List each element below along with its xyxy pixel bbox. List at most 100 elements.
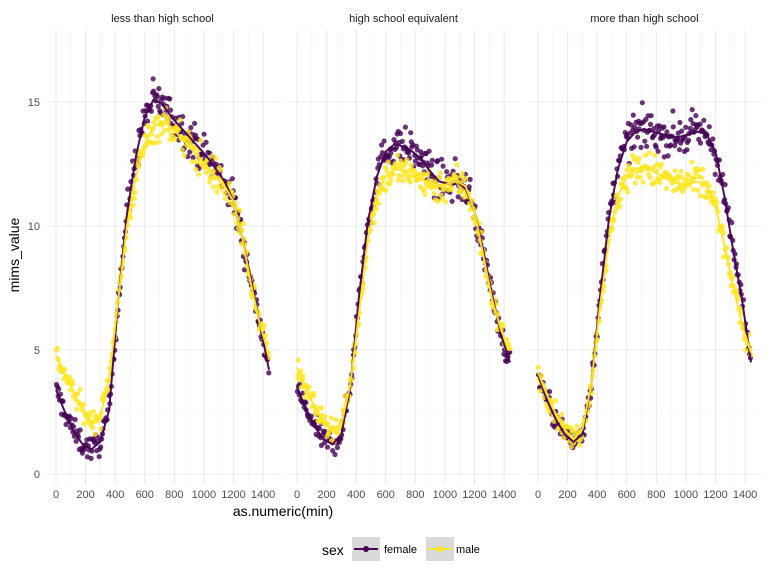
data-point — [192, 120, 198, 126]
data-point — [171, 136, 178, 142]
data-point — [652, 152, 658, 158]
data-point — [440, 163, 446, 169]
data-point — [162, 127, 168, 133]
data-point — [386, 181, 392, 187]
data-point — [617, 203, 623, 209]
data-point — [74, 406, 80, 412]
series-points-female — [535, 100, 754, 451]
data-point — [222, 195, 228, 202]
data-point — [70, 381, 76, 387]
data-point — [98, 426, 104, 432]
data-point — [637, 174, 643, 180]
data-point — [408, 130, 414, 136]
x-tick-label: 800 — [647, 489, 665, 501]
data-point — [226, 180, 232, 186]
data-point — [435, 158, 441, 164]
data-point — [90, 408, 96, 414]
data-point — [421, 187, 427, 193]
data-point — [577, 442, 583, 448]
data-point — [658, 161, 665, 167]
data-point — [689, 107, 695, 113]
data-point — [73, 438, 79, 444]
data-point — [192, 145, 198, 151]
data-point — [322, 413, 328, 420]
data-point — [700, 166, 706, 172]
data-point — [644, 143, 650, 149]
data-point — [449, 198, 455, 204]
data-point — [159, 131, 165, 137]
data-point — [698, 175, 705, 181]
data-point — [686, 172, 692, 178]
data-point — [635, 134, 641, 140]
data-point — [402, 124, 408, 130]
data-point — [677, 119, 683, 126]
smooth-line-male — [296, 167, 511, 431]
data-point — [647, 175, 654, 181]
legend-item-female: female — [352, 537, 417, 561]
data-point — [535, 364, 541, 370]
data-point — [156, 139, 162, 145]
smooth-line-female — [537, 128, 752, 444]
data-point — [657, 180, 663, 186]
data-point — [72, 417, 78, 423]
data-point — [311, 390, 317, 397]
data-point — [81, 421, 87, 427]
smooth-line-female — [296, 143, 511, 446]
smooth-line-male — [537, 165, 752, 441]
legend-label: male — [456, 544, 480, 556]
y-axis: 0 5 10 15 — [28, 97, 40, 481]
data-point — [422, 191, 428, 198]
data-point — [306, 384, 312, 390]
data-point — [388, 177, 394, 184]
data-point — [676, 147, 683, 153]
data-point — [88, 455, 94, 461]
data-point — [214, 189, 220, 195]
data-point — [636, 155, 642, 161]
data-point — [695, 187, 701, 193]
data-point — [261, 322, 267, 328]
data-point — [632, 124, 638, 130]
data-point — [664, 129, 670, 135]
facet-strip-title: less than high school — [111, 13, 214, 25]
data-point — [79, 450, 85, 456]
data-point — [388, 150, 394, 156]
data-point — [661, 124, 667, 130]
x-tick-label: 1200 — [221, 489, 245, 501]
x-tick-label: 1400 — [251, 489, 275, 501]
x-tick-label: 400 — [106, 489, 124, 501]
data-point — [647, 121, 654, 127]
x-tick-label: 200 — [76, 489, 94, 501]
data-point — [722, 182, 728, 188]
data-point — [686, 137, 692, 143]
data-point — [406, 150, 412, 156]
data-point — [152, 140, 158, 146]
facet-strip-title: more than high school — [590, 13, 698, 25]
smooth-line-male — [55, 120, 270, 424]
series-points-male — [295, 152, 513, 445]
data-point — [81, 402, 87, 408]
data-point — [444, 169, 450, 175]
x-tick-label: 400 — [347, 489, 365, 501]
data-point — [209, 153, 215, 159]
data-point — [688, 117, 694, 123]
x-tick-label: 1000 — [433, 489, 457, 501]
data-point — [155, 114, 161, 120]
data-point — [705, 194, 711, 200]
data-point — [395, 177, 401, 183]
data-point — [229, 176, 235, 182]
data-point — [462, 175, 468, 181]
data-point — [683, 124, 689, 130]
data-point — [710, 136, 716, 142]
data-point — [639, 100, 645, 106]
data-point — [443, 199, 449, 205]
data-point — [449, 185, 455, 191]
data-point — [642, 138, 648, 144]
data-point — [429, 162, 435, 168]
data-point — [371, 220, 378, 226]
x-tick-label: 800 — [165, 489, 183, 501]
data-point — [381, 138, 387, 144]
data-point — [435, 198, 441, 204]
data-point — [426, 148, 432, 154]
y-tick-label: 10 — [28, 221, 40, 233]
